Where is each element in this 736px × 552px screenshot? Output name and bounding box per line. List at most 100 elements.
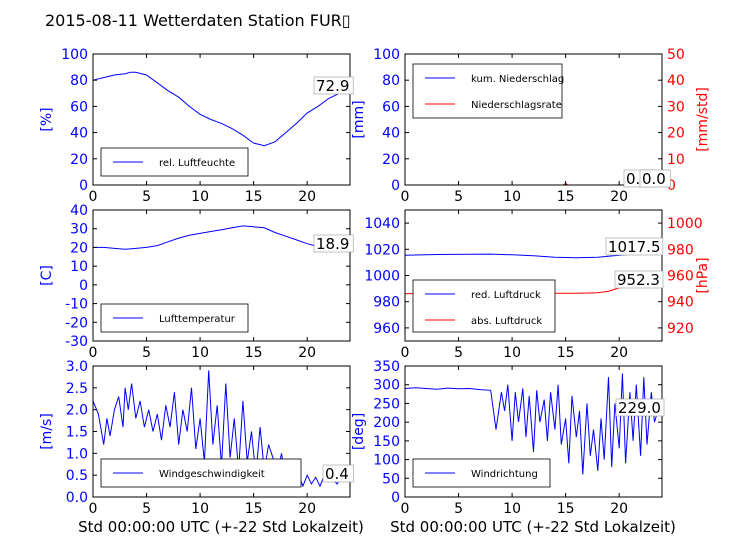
value-annotation-box (615, 398, 665, 417)
y-tick-label: 2.0 (66, 403, 88, 419)
legend-box (412, 279, 556, 333)
y-tick-label: 100 (373, 47, 400, 63)
y2-axis-label: [mm/std] (695, 87, 711, 152)
y-tick-label: 40 (382, 126, 400, 142)
y2-tick-label: 30 (667, 99, 685, 115)
y2-tick-label: 50 (667, 47, 685, 63)
x-tick-label: 10 (191, 189, 209, 205)
value-annotation: 1017.5 (608, 238, 661, 256)
legend-box (412, 63, 563, 119)
x-tick-label: 10 (503, 501, 521, 517)
x-tick-label: 10 (191, 501, 209, 517)
legend-label: kum. Niederschlag (471, 74, 564, 85)
x-axis-label-right: Std 00:00:00 UTC (+-22 Std Lokalzeit) (390, 518, 676, 536)
y-tick-label: 30 (70, 222, 88, 238)
plot-frame (404, 53, 663, 186)
x-tick-label: 0 (89, 501, 98, 517)
y-tick-label: 40 (70, 203, 88, 219)
value-annotation: 18.9 (316, 235, 349, 253)
y-axis-label: [deg] (351, 413, 367, 450)
y-axis-label: [m/s] (39, 413, 55, 450)
value-annotation-box (605, 237, 664, 256)
y-tick-label: 960 (373, 321, 400, 337)
y-tick-label: 300 (373, 378, 400, 394)
y-tick-label: 20 (70, 152, 88, 168)
y-tick-label: -30 (65, 334, 88, 350)
y2-tick-label: 960 (667, 269, 694, 285)
y-tick-label: 350 (373, 359, 400, 375)
value-annotation-box (614, 270, 664, 289)
series-line-0 (92, 71, 351, 147)
plot-frame (92, 53, 351, 186)
x-tick-label: 5 (454, 501, 463, 517)
legend-label: abs. Luftdruck (471, 316, 542, 327)
x-tick-label: 20 (610, 189, 628, 205)
panel-temperature: 0 5 10 15 20 -30 -20 -10 0 10 20 30 40 [C] Lufttempera… (39, 203, 354, 361)
x-tick-label: 0 (401, 345, 410, 361)
x-tick-label: 20 (610, 345, 628, 361)
x-tick-label: 0 (89, 189, 98, 205)
y2-axis-label: [hPa] (695, 257, 711, 293)
y-tick-label: 250 (373, 396, 400, 412)
x-tick-label: 5 (454, 189, 463, 205)
y-axis-label: [%] (39, 107, 55, 131)
x-tick-label: 15 (557, 189, 575, 205)
y-tick-label: 100 (61, 47, 88, 63)
value-annotation-box (313, 76, 354, 95)
y2-tick-label: 10 (667, 152, 685, 168)
y-tick-label: 80 (70, 73, 88, 89)
y-tick-label: 150 (373, 434, 400, 450)
x-tick-label: 20 (298, 501, 316, 517)
y-axis-label: [C] (39, 265, 55, 286)
y-tick-label: 60 (70, 99, 88, 115)
y2-tick-label: 20 (667, 126, 685, 142)
panel-precipitation: 0 5 10 15 20 0 20 40 60 80 100 0 10 20 30 40 50 [mm] [mm/s… (351, 47, 711, 205)
x-tick-label: 5 (142, 189, 151, 205)
figure-title: 2015-08-11 Wetterdaten Station FUR▯ (45, 11, 351, 30)
y-tick-label: -10 (65, 297, 88, 313)
value-annotation-box (639, 169, 671, 188)
x-tick-label: 20 (298, 189, 316, 205)
y-tick-label: 0 (79, 278, 88, 294)
y2-tick-label: 1000 (667, 216, 703, 232)
legend-label: Lufttemperatur (159, 314, 236, 325)
value-annotation: 952.3 (617, 271, 660, 289)
panel-wind-direction: 0 5 10 15 20050100150200250300350[deg]Windri… (351, 359, 665, 517)
x-tick-label: 5 (142, 345, 151, 361)
y-tick-label: 2.5 (66, 381, 88, 397)
value-annotation-box (322, 464, 354, 483)
y2-tick-label: 980 (667, 242, 694, 258)
y-tick-label: 3.0 (66, 359, 88, 375)
value-annotation: 229.0 (618, 399, 661, 417)
value-annotation: 0.4 (325, 465, 349, 483)
x-tick-label: 15 (245, 189, 263, 205)
plot-frame (92, 209, 351, 342)
y-tick-label: 0 (391, 490, 400, 506)
x-tick-label: 15 (245, 501, 263, 517)
x-tick-label: 15 (557, 345, 575, 361)
y-tick-label: 0 (391, 178, 400, 194)
y-tick-label: 60 (382, 99, 400, 115)
value-annotation-box (313, 234, 354, 253)
panel-humidity: 0 5 10 15 20 0 20 40 60 80 100 [%] rel. Luftfeuchte 7… (39, 47, 354, 205)
x-tick-label: 5 (454, 345, 463, 361)
y2-tick-label: 0 (667, 178, 676, 194)
panel-wind-speed: 0 5 10 15 20 0.0 0.5 1.0 1.5 2.0 2.5 3.0 [m/s] Windge… (39, 359, 354, 517)
y-tick-label: 0.0 (66, 490, 88, 506)
x-axis-label-left: Std 00:00:00 UTC (+-22 Std Lokalzeit) (78, 518, 364, 536)
plot-frame (404, 365, 663, 498)
series-line-0 (404, 373, 659, 475)
y2-tick-label: 920 (667, 321, 694, 337)
legend-label: Niederschlagsrate (471, 100, 562, 111)
series-line-0 (93, 225, 351, 250)
y-axis-label: [mm] (351, 100, 367, 138)
y-tick-label: 20 (70, 240, 88, 256)
y-tick-label: 40 (70, 126, 88, 142)
x-tick-label: 15 (557, 501, 575, 517)
x-tick-label: 10 (503, 189, 521, 205)
x-tick-label: 0 (401, 189, 410, 205)
y-tick-label: 0 (79, 178, 88, 194)
y-tick-label: 1020 (364, 242, 400, 258)
y-tick-label: 50 (382, 471, 400, 487)
